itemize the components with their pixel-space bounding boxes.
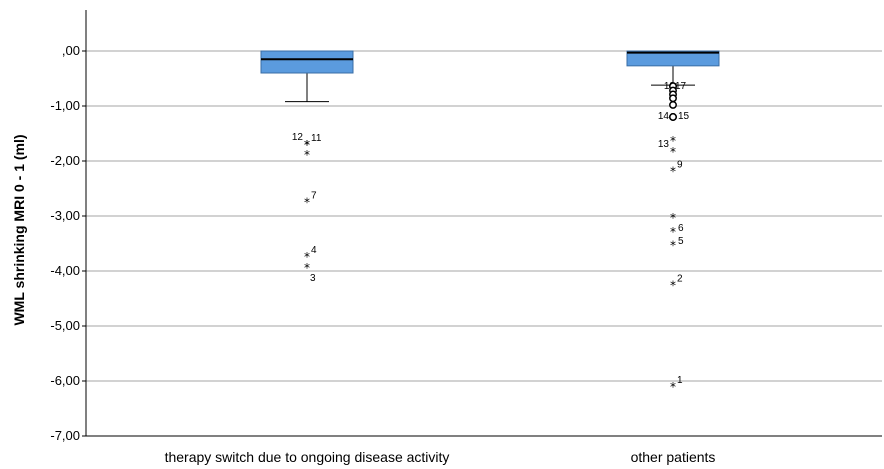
outlier-star: *	[670, 279, 676, 293]
outlier-label: 4	[311, 245, 317, 256]
box-rect	[626, 50, 720, 67]
outlier-star: *	[670, 239, 676, 253]
outlier-star: *	[670, 225, 676, 239]
y-tick-label: -3,00	[50, 208, 80, 223]
outlier-circle	[669, 113, 677, 121]
box-rect	[260, 50, 354, 74]
outlier-label: 17	[675, 81, 687, 92]
outlier-star: *	[670, 134, 676, 148]
y-tick-label: -7,00	[50, 428, 80, 443]
outlier-label: 14	[658, 111, 670, 122]
y-tick-label: -1,00	[50, 98, 80, 113]
outlier-circle	[669, 100, 677, 109]
outlier-label: 6	[678, 223, 684, 234]
outlier-circle	[669, 94, 677, 103]
outlier-star: *	[670, 145, 676, 159]
outlier-label: 7	[311, 191, 317, 202]
x-axis-categories: therapy switch due to ongoing disease ac…	[165, 449, 716, 465]
outlier-star: *	[304, 250, 310, 264]
box-group: 18171415**13*9*6*5**2*1	[626, 50, 720, 394]
outlier-label: 9	[677, 159, 683, 170]
y-axis-ticks: ,00 -1,00 -2,00 -3,00 -4,00 -5,00 -6,00 -7,00	[50, 43, 86, 443]
grid-lines	[86, 50, 882, 382]
outlier-label: 11	[311, 133, 322, 144]
outlier-star: *	[304, 138, 310, 152]
boxes: *12*11**7*4*318171415**13*9*6*5**2*1	[260, 50, 720, 394]
y-tick-label: ,00	[62, 43, 80, 58]
y-tick-label: -5,00	[50, 318, 80, 333]
outlier-star: *	[304, 148, 310, 162]
outlier-star: *	[670, 380, 676, 394]
outlier-label: 12	[292, 132, 304, 143]
outlier-star: *	[304, 196, 310, 210]
x-category-label: other patients	[631, 449, 716, 465]
outlier-star: *	[304, 138, 310, 152]
y-tick-label: -6,00	[50, 373, 80, 388]
outlier-star: *	[670, 211, 676, 225]
x-category-label: therapy switch due to ongoing disease ac…	[165, 449, 450, 465]
y-tick-label: -2,00	[50, 153, 80, 168]
axes	[85, 10, 882, 437]
outlier-label: 1	[677, 375, 683, 386]
outlier-label: 13	[658, 139, 670, 150]
y-axis-label: WML shrinking MRI 0 - 1 (ml)	[11, 134, 27, 325]
outlier-star: *	[304, 261, 310, 275]
y-tick-label: -4,00	[50, 263, 80, 278]
outlier-label: 2	[677, 274, 683, 285]
box-group: *12* 11** 7* 4*3	[260, 50, 354, 284]
outlier-star: *	[670, 164, 676, 178]
outlier-label: 3	[310, 273, 316, 284]
outlier-label: 15	[678, 111, 690, 122]
outlier-label: 5	[678, 236, 684, 247]
